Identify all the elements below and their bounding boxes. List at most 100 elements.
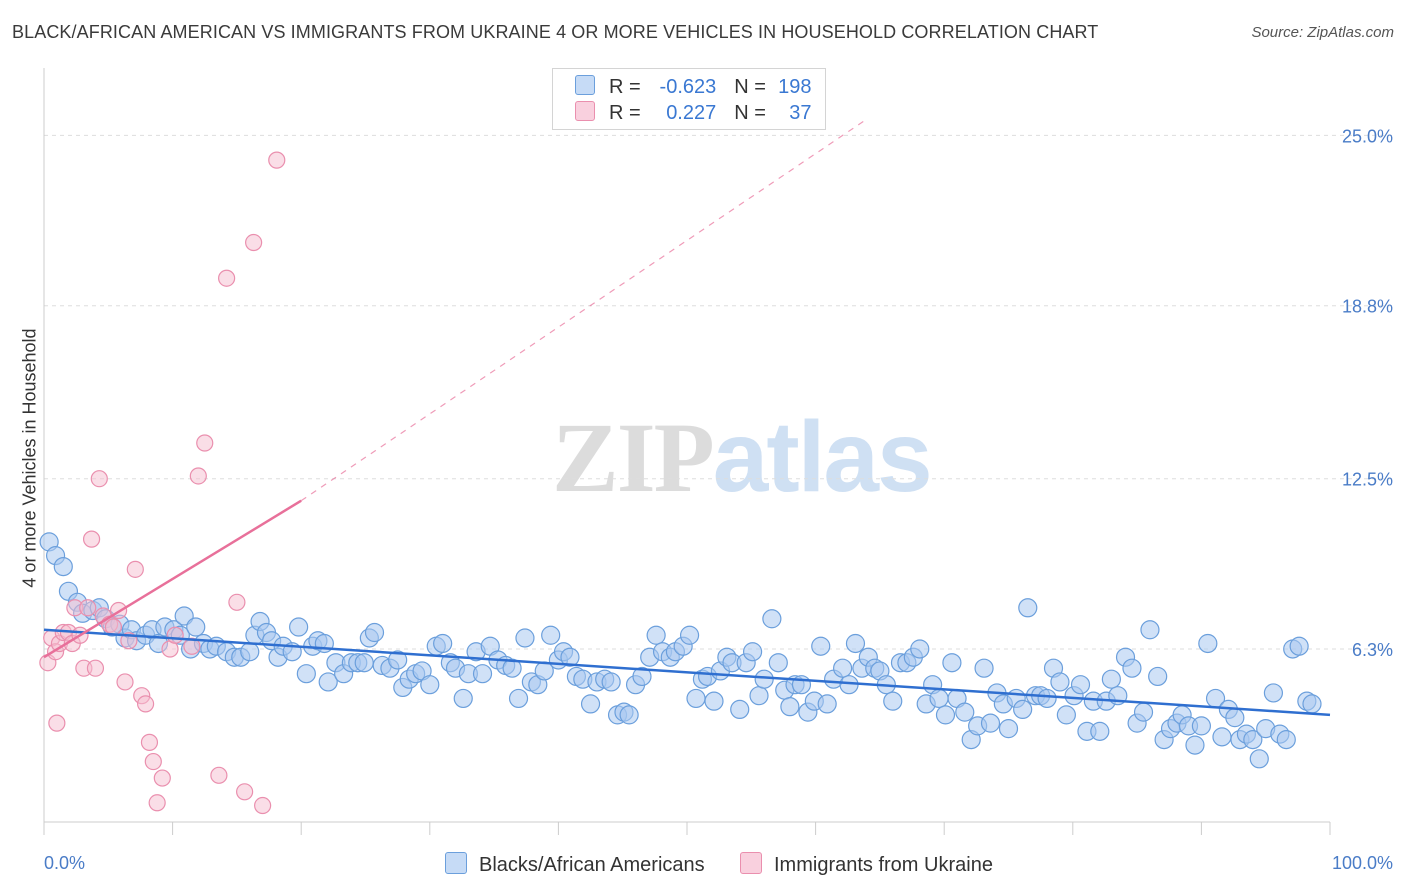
data-point-ukraine [126,560,144,578]
trend-line-ukraine-extension [300,118,868,502]
data-point-blacks [560,647,580,667]
data-point-blacks [1243,730,1263,750]
legend-r-value: 0.227 [666,102,717,124]
data-point-blacks [1070,675,1091,695]
data-point-ukraine [183,637,201,655]
bottom-legend-swatch-blue [445,852,467,874]
legend-row-blacks: R = -0.623 N = 198 [575,75,812,101]
data-point-blacks [679,625,700,645]
data-point-blacks [1056,705,1076,725]
y-tick-label: 12.5% [1342,470,1393,490]
data-point-ukraine [82,530,101,548]
data-point-blacks [1289,636,1309,656]
data-point-blacks [296,664,316,684]
data-point-blacks [541,625,561,645]
data-point-blacks [508,688,529,709]
data-point-blacks [742,642,763,662]
bottom-legend-label: Blacks/African Americans [479,854,705,876]
data-point-blacks [833,658,853,678]
data-point-blacks [453,688,473,709]
x-tick-label: 100.0% [1332,853,1393,873]
bottom-legend-label: Immigrants from Ukraine [774,854,993,876]
data-point-blacks [1191,716,1212,736]
data-point-blacks [632,666,652,687]
data-point-blacks [749,686,769,706]
data-point-ukraine [144,752,162,771]
trend-line-blacks [43,628,1331,717]
legend-swatch-pink [575,101,595,121]
legend-r-label: R = [609,76,641,98]
data-point-ukraine [166,626,184,644]
data-point-blacks [845,633,866,654]
source-label: Source: ZipAtlas.com [1251,24,1394,41]
data-point-blacks [515,628,535,648]
data-point-blacks [388,650,408,670]
data-point-blacks [1140,620,1160,640]
data-point-blacks [318,672,338,692]
data-point-blacks [1212,727,1232,747]
data-point-ukraine [210,766,228,784]
y-tick-label: 25.0% [1342,126,1393,146]
bottom-legend-swatch-pink [740,852,762,874]
data-point-ukraine [140,733,159,751]
data-point-blacks [580,694,601,714]
legend-n-value: 37 [789,102,812,124]
data-point-blacks [601,672,621,692]
data-point-ukraine [90,470,108,488]
data-point-blacks [811,636,831,656]
chart-title: BLACK/AFRICAN AMERICAN VS IMMIGRANTS FRO… [12,22,1099,42]
data-point-blacks [1090,721,1110,741]
data-point-blacks [942,653,962,673]
data-point-blacks [1018,598,1038,618]
data-point-ukraine [79,599,97,617]
legend-n-value: 198 [778,76,812,98]
data-point-blacks [1263,683,1284,703]
data-point-blacks [974,658,994,678]
data-point-blacks [1302,694,1322,714]
data-point-ukraine [153,769,171,787]
x-tick-label: 0.0% [44,853,85,873]
data-point-blacks [955,702,975,722]
data-point-blacks [1050,672,1070,692]
data-point-ukraine [228,593,246,611]
data-point-blacks [910,639,930,659]
data-point-blacks [762,609,782,629]
watermark: ZIPatlas [552,400,933,515]
data-point-blacks [929,688,949,709]
watermark-zip: ZIP [552,402,715,513]
data-point-blacks [935,705,956,725]
data-point-blacks [186,617,206,637]
data-point-blacks [53,556,73,577]
data-point-ukraine [48,714,66,732]
legend-swatch-blue [575,75,595,95]
data-point-ukraine [104,618,123,636]
data-point-ukraine [254,796,272,815]
data-point-blacks [364,622,385,643]
data-point-blacks [1101,669,1121,689]
data-point-blacks [1276,730,1296,750]
data-point-blacks [1185,735,1205,755]
data-point-blacks [704,691,724,711]
data-point-ukraine [116,673,134,691]
legend-n-label: N = [734,102,766,124]
data-point-blacks [420,675,440,695]
y-tick-label: 18.8% [1342,297,1393,317]
data-point-ukraine [196,434,214,452]
data-point-blacks [998,719,1019,739]
data-point-blacks [1037,688,1057,709]
data-point-blacks [472,664,493,684]
data-point-ukraine [268,151,286,169]
data-point-blacks [646,625,666,645]
data-point-ukraine [136,695,155,713]
data-point-blacks [619,705,639,725]
data-point-ukraine [218,269,236,287]
data-point-blacks [1133,702,1154,722]
legend-r-value: -0.623 [659,76,717,98]
data-point-blacks [817,694,837,714]
watermark-atlas: atlas [712,401,933,513]
data-point-blacks [768,653,788,673]
data-point-blacks [1013,699,1033,720]
bottom-legend-blacks: Blacks/African Americans [445,852,705,877]
correlation-legend: R = -0.623 N = 198 R = 0.227 N = 37 [552,68,826,130]
